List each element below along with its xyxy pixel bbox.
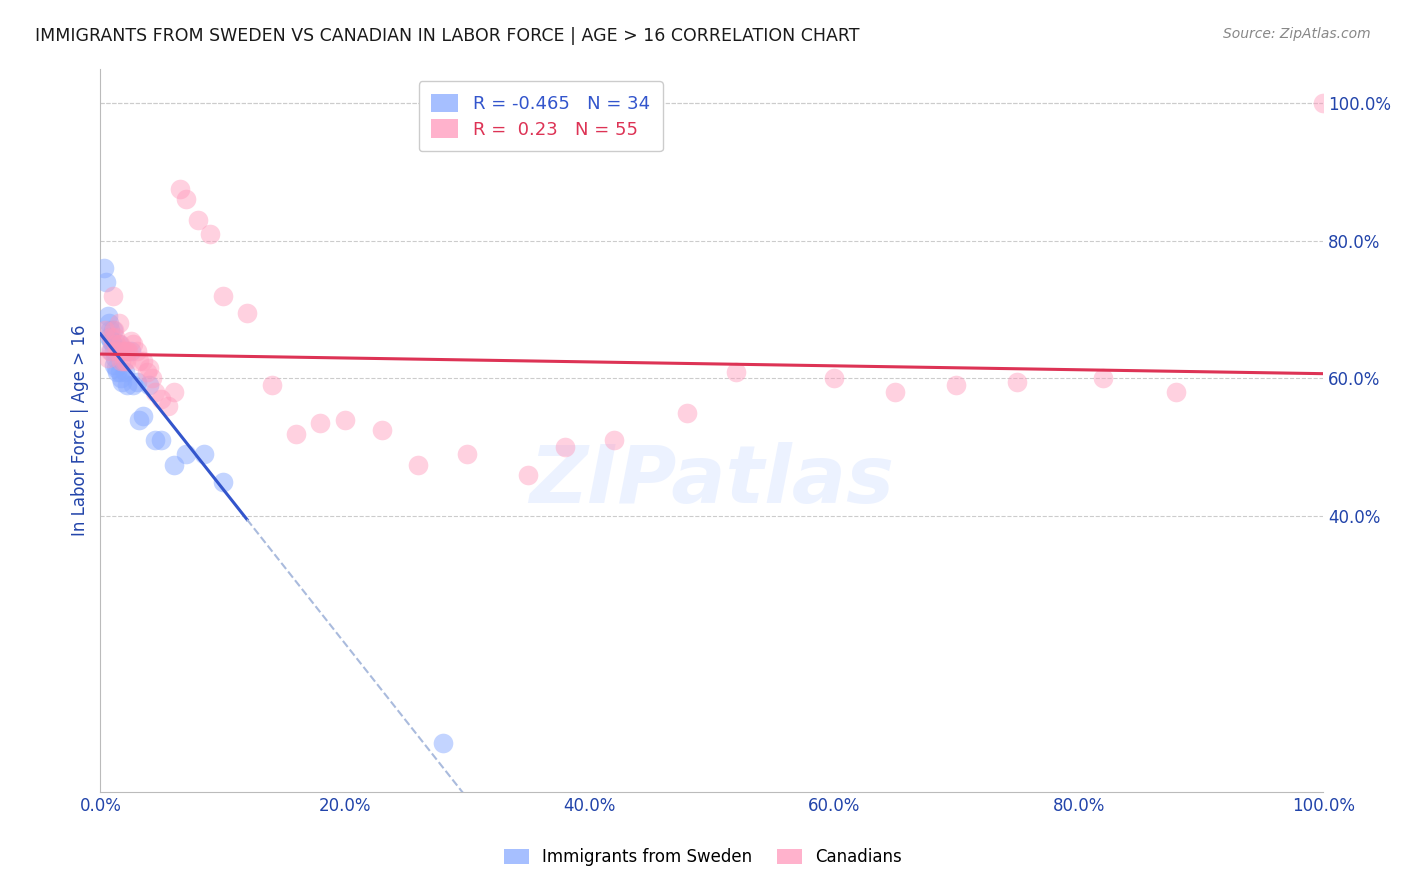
Point bbox=[676, 406, 699, 420]
Point bbox=[333, 413, 356, 427]
Point bbox=[107, 365, 129, 379]
Point bbox=[108, 337, 131, 351]
Point bbox=[174, 193, 197, 207]
Point bbox=[114, 365, 136, 379]
Point bbox=[884, 385, 907, 400]
Point bbox=[1092, 371, 1115, 385]
Point bbox=[406, 458, 429, 472]
Point bbox=[122, 378, 145, 392]
Point bbox=[120, 343, 142, 358]
Point bbox=[105, 361, 128, 376]
Point bbox=[120, 334, 142, 348]
Point bbox=[456, 447, 478, 461]
Point bbox=[104, 351, 127, 365]
Point bbox=[138, 378, 160, 392]
Point bbox=[97, 330, 120, 344]
Point bbox=[141, 371, 163, 385]
Point bbox=[128, 354, 150, 368]
Point bbox=[125, 343, 148, 358]
Point bbox=[115, 354, 138, 368]
Point bbox=[174, 447, 197, 461]
Point bbox=[108, 365, 131, 379]
Point bbox=[98, 343, 121, 358]
Point bbox=[823, 371, 845, 385]
Point bbox=[125, 375, 148, 389]
Point bbox=[117, 343, 139, 358]
Point bbox=[110, 371, 132, 385]
Point bbox=[211, 475, 233, 489]
Point bbox=[554, 440, 576, 454]
Point bbox=[1166, 385, 1188, 400]
Point bbox=[132, 409, 155, 424]
Legend: Immigrants from Sweden, Canadians: Immigrants from Sweden, Canadians bbox=[498, 842, 908, 873]
Point bbox=[103, 323, 125, 337]
Point bbox=[150, 392, 173, 406]
Point bbox=[105, 337, 128, 351]
Point bbox=[122, 337, 145, 351]
Point bbox=[135, 365, 157, 379]
Point bbox=[128, 413, 150, 427]
Point bbox=[97, 310, 120, 324]
Point bbox=[1007, 375, 1029, 389]
Text: ZIPatlas: ZIPatlas bbox=[529, 442, 894, 520]
Point bbox=[260, 378, 283, 392]
Point bbox=[193, 447, 215, 461]
Point bbox=[101, 323, 124, 337]
Point bbox=[97, 317, 120, 331]
Point bbox=[98, 323, 121, 337]
Point bbox=[725, 365, 748, 379]
Text: Source: ZipAtlas.com: Source: ZipAtlas.com bbox=[1223, 27, 1371, 41]
Point bbox=[370, 423, 392, 437]
Point bbox=[103, 343, 125, 358]
Point bbox=[100, 330, 122, 344]
Text: IMMIGRANTS FROM SWEDEN VS CANADIAN IN LABOR FORCE | AGE > 16 CORRELATION CHART: IMMIGRANTS FROM SWEDEN VS CANADIAN IN LA… bbox=[35, 27, 859, 45]
Point bbox=[163, 385, 186, 400]
Point bbox=[309, 416, 332, 430]
Point bbox=[200, 227, 222, 241]
Point bbox=[100, 334, 122, 348]
Point bbox=[100, 343, 122, 358]
Point bbox=[117, 343, 139, 358]
Point bbox=[187, 213, 209, 227]
Point bbox=[1312, 95, 1334, 110]
Point bbox=[285, 426, 308, 441]
Point bbox=[145, 434, 167, 448]
Point bbox=[236, 306, 259, 320]
Point bbox=[603, 434, 626, 448]
Point bbox=[156, 399, 179, 413]
Point bbox=[101, 337, 124, 351]
Point bbox=[97, 351, 120, 365]
Point bbox=[517, 467, 540, 482]
Point bbox=[150, 434, 173, 448]
Point bbox=[163, 458, 186, 472]
Point bbox=[138, 361, 160, 376]
Point bbox=[111, 375, 134, 389]
Point bbox=[169, 182, 191, 196]
Point bbox=[211, 289, 233, 303]
Legend: R = -0.465   N = 34, R =  0.23   N = 55: R = -0.465 N = 34, R = 0.23 N = 55 bbox=[419, 81, 662, 152]
Point bbox=[107, 343, 129, 358]
Point bbox=[112, 354, 135, 368]
Point bbox=[111, 343, 134, 358]
Point bbox=[103, 358, 125, 372]
Point bbox=[104, 330, 127, 344]
Point bbox=[145, 385, 167, 400]
Point bbox=[945, 378, 967, 392]
Point bbox=[94, 323, 117, 337]
Point bbox=[114, 343, 136, 358]
Point bbox=[132, 354, 155, 368]
Point bbox=[101, 289, 124, 303]
Y-axis label: In Labor Force | Age > 16: In Labor Force | Age > 16 bbox=[72, 325, 89, 536]
Point bbox=[107, 317, 129, 331]
Point bbox=[107, 337, 129, 351]
Point bbox=[432, 737, 454, 751]
Point bbox=[96, 275, 118, 289]
Point bbox=[93, 261, 115, 276]
Point bbox=[117, 378, 139, 392]
Point bbox=[110, 354, 132, 368]
